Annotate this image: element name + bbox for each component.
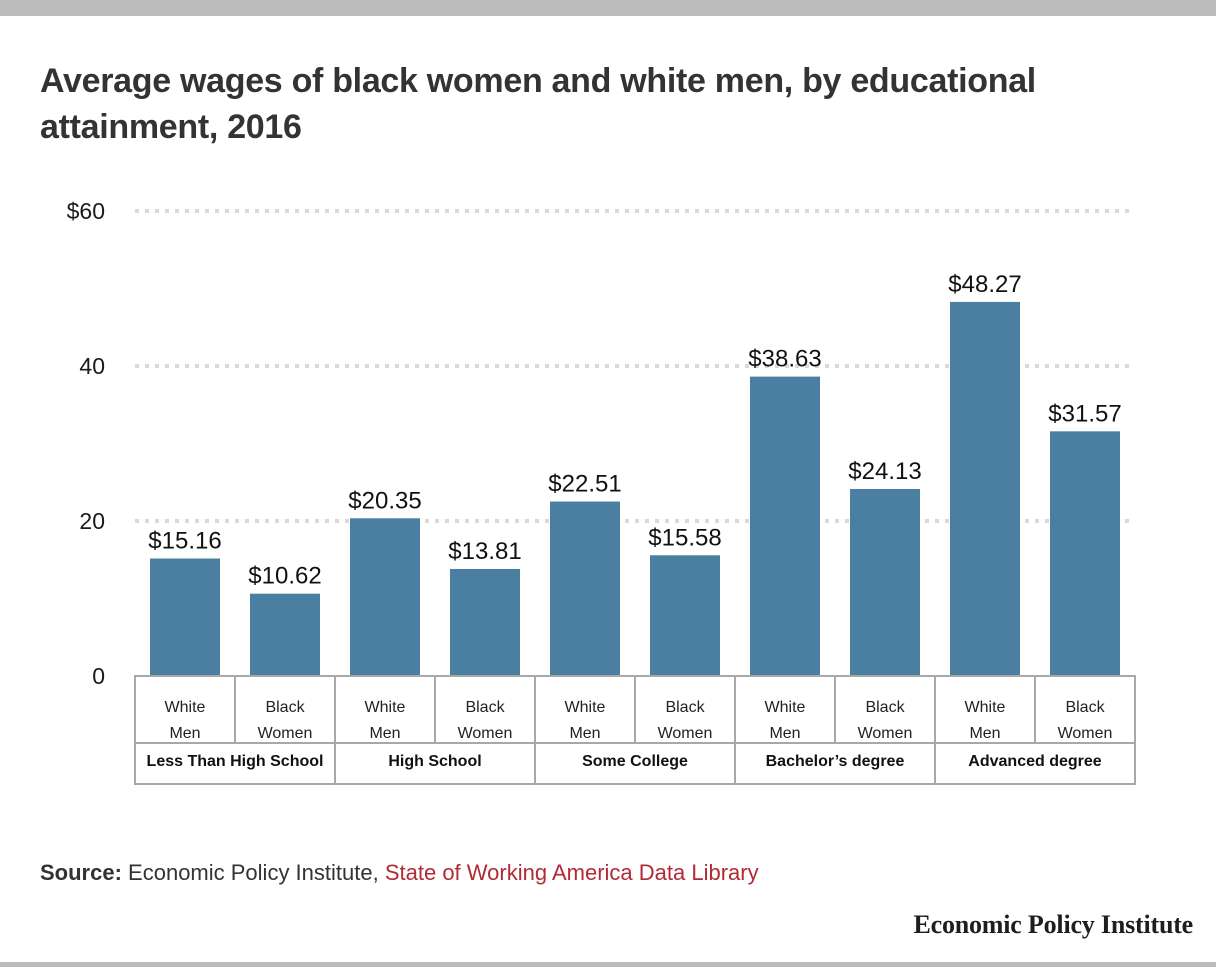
- group-label: Advanced degree: [968, 753, 1101, 770]
- subcategory-label: Men: [369, 725, 400, 742]
- brand-logo: Economic Policy Institute: [913, 910, 1193, 939]
- category-table: White Men Black Women White Men Black Women Whit…: [134, 675, 1136, 785]
- subcategory-label: Black: [1065, 699, 1105, 716]
- y-axis-ticks: 0 20 40 $60: [67, 198, 105, 689]
- bar: [650, 555, 720, 676]
- subcategory-label: Women: [858, 725, 913, 742]
- source-text: Economic Policy Institute,: [128, 860, 379, 885]
- bar-value-label: $38.63: [748, 346, 821, 373]
- group-label: Bachelor’s degree: [766, 753, 905, 770]
- subcategory-label: Black: [465, 699, 505, 716]
- y-tick-label: 40: [79, 353, 105, 379]
- bar-value-label: $31.57: [1048, 400, 1121, 427]
- subcategory-label: Black: [865, 699, 905, 716]
- subcategory-label: Men: [169, 725, 200, 742]
- bar-value-labels: $15.16 $10.62 $20.35 $13.81 $22.51 $15.58 $38.…: [148, 271, 1121, 590]
- subcategory-label: White: [965, 699, 1006, 716]
- bar: [350, 518, 420, 676]
- source-label: Source:: [40, 860, 122, 885]
- subcategory-label: Women: [258, 725, 313, 742]
- bar-value-label: $48.27: [948, 271, 1021, 298]
- subcategory-label: White: [165, 699, 206, 716]
- bar-value-label: $15.58: [648, 524, 721, 551]
- bar: [550, 501, 620, 676]
- bottom-border-bar: [0, 962, 1216, 967]
- bar-value-label: $20.35: [348, 487, 421, 514]
- bar: [150, 558, 220, 676]
- bar-value-label: $24.13: [848, 458, 921, 485]
- subcategory-label: Women: [658, 725, 713, 742]
- subcategory-label: Men: [569, 725, 600, 742]
- bar: [1050, 431, 1120, 676]
- source-note: Source: Economic Policy Institute, State…: [40, 860, 759, 886]
- group-label: High School: [388, 753, 481, 770]
- bar: [750, 376, 820, 676]
- y-tick-label: 20: [79, 508, 105, 534]
- subcategory-label: Black: [665, 699, 705, 716]
- subcategory-label: Women: [458, 725, 513, 742]
- group-label: Less Than High School: [147, 753, 324, 770]
- subcategory-label: Black: [265, 699, 305, 716]
- bar: [850, 488, 920, 676]
- chart-title: Average wages of black women and white m…: [40, 62, 1036, 146]
- bar-value-label: $10.62: [248, 563, 321, 590]
- subcategory-label: Men: [969, 725, 1000, 742]
- group-label: Some College: [582, 753, 688, 770]
- bar-value-label: $13.81: [448, 538, 521, 565]
- subcategory-label: White: [765, 699, 806, 716]
- bar-value-label: $15.16: [148, 528, 221, 555]
- y-tick-label: 0: [92, 663, 105, 689]
- bars: [150, 301, 1120, 676]
- subcategory-label: Women: [1058, 725, 1113, 742]
- subcategory-label: Men: [769, 725, 800, 742]
- y-tick-label: $60: [67, 198, 105, 224]
- bar: [250, 593, 320, 676]
- bar: [450, 568, 520, 676]
- source-link[interactable]: State of Working America Data Library: [384, 860, 759, 885]
- bar-value-label: $22.51: [548, 471, 621, 498]
- bar: [950, 301, 1020, 676]
- subcategory-label: White: [365, 699, 406, 716]
- top-border-bar: [0, 0, 1216, 16]
- subcategory-label: White: [565, 699, 606, 716]
